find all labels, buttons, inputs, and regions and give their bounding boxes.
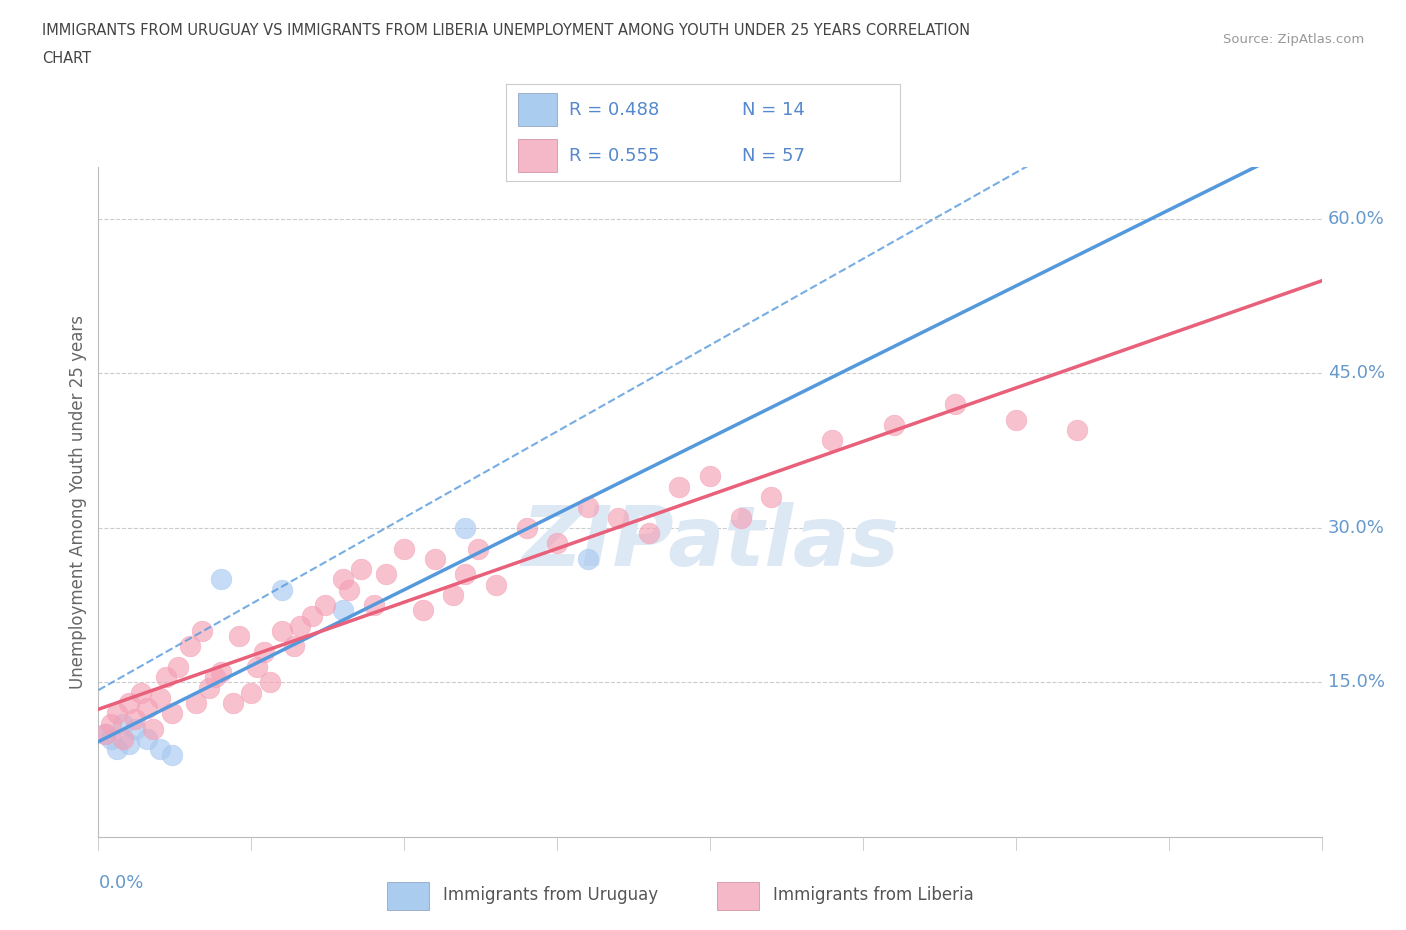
Point [546,536,568,551]
Point [441,588,464,603]
Point [93,726,115,741]
Point [1066,422,1088,437]
Text: N = 57: N = 57 [742,147,806,165]
Point [118,737,141,751]
Text: N = 14: N = 14 [742,101,806,119]
Point [283,639,305,654]
Point [149,690,172,705]
Point [467,541,489,556]
Point [197,680,219,695]
Text: ZIPatlas: ZIPatlas [522,502,898,583]
Point [332,603,354,618]
Point [270,623,292,638]
Point [100,716,122,731]
Point [142,722,165,737]
Point [111,732,134,747]
Point [314,598,336,613]
FancyBboxPatch shape [717,883,759,910]
Point [252,644,274,659]
Point [160,747,183,762]
Point [576,500,599,515]
Text: 45.0%: 45.0% [1327,365,1385,382]
Point [1004,412,1026,427]
Text: Immigrants from Uruguay: Immigrants from Uruguay [443,886,658,904]
Y-axis label: Unemployment Among Youth under 25 years: Unemployment Among Youth under 25 years [69,315,87,689]
Point [204,670,226,684]
Text: 60.0%: 60.0% [1327,210,1385,228]
Point [111,716,134,731]
Text: R = 0.488: R = 0.488 [569,101,659,119]
Point [607,511,630,525]
Point [118,696,141,711]
Point [637,525,661,540]
Point [485,578,508,592]
Point [136,701,159,716]
Point [100,732,122,747]
Point [699,469,721,484]
FancyBboxPatch shape [517,140,557,172]
Point [136,732,159,747]
Point [149,742,172,757]
Text: R = 0.555: R = 0.555 [569,147,659,165]
Point [943,397,966,412]
Point [191,623,214,638]
Point [576,551,599,566]
Point [332,572,354,587]
Point [392,541,416,556]
Point [374,567,396,582]
FancyBboxPatch shape [387,883,429,910]
Point [423,551,446,566]
Point [209,572,232,587]
Point [668,479,690,494]
Point [228,629,250,644]
Point [246,659,269,674]
Text: 30.0%: 30.0% [1327,519,1385,537]
Point [167,659,190,674]
Text: 0.0%: 0.0% [98,874,143,892]
Point [301,608,323,623]
Point [240,685,263,700]
Text: Source: ZipAtlas.com: Source: ZipAtlas.com [1223,33,1364,46]
Point [259,675,281,690]
Point [186,696,208,711]
Text: Immigrants from Liberia: Immigrants from Liberia [773,886,974,904]
Point [155,670,177,684]
FancyBboxPatch shape [517,93,557,126]
Point [222,696,245,711]
Point [179,639,201,654]
Point [454,567,477,582]
Point [454,521,477,536]
Point [363,598,385,613]
Point [105,706,128,721]
Point [730,511,752,525]
Point [337,582,360,597]
Point [516,521,538,536]
Text: CHART: CHART [42,51,91,66]
Point [270,582,292,597]
Point [290,618,312,633]
Text: IMMIGRANTS FROM URUGUAY VS IMMIGRANTS FROM LIBERIA UNEMPLOYMENT AMONG YOUTH UNDE: IMMIGRANTS FROM URUGUAY VS IMMIGRANTS FR… [42,23,970,38]
Point [759,489,782,504]
Point [883,418,905,432]
Point [129,685,152,700]
Text: 15.0%: 15.0% [1327,673,1385,692]
Point [124,711,146,726]
Point [350,562,373,577]
Point [160,706,183,721]
Point [821,433,844,448]
Point [412,603,434,618]
Point [124,722,146,737]
Point [209,665,232,680]
Point [105,742,128,757]
Point [93,726,115,741]
